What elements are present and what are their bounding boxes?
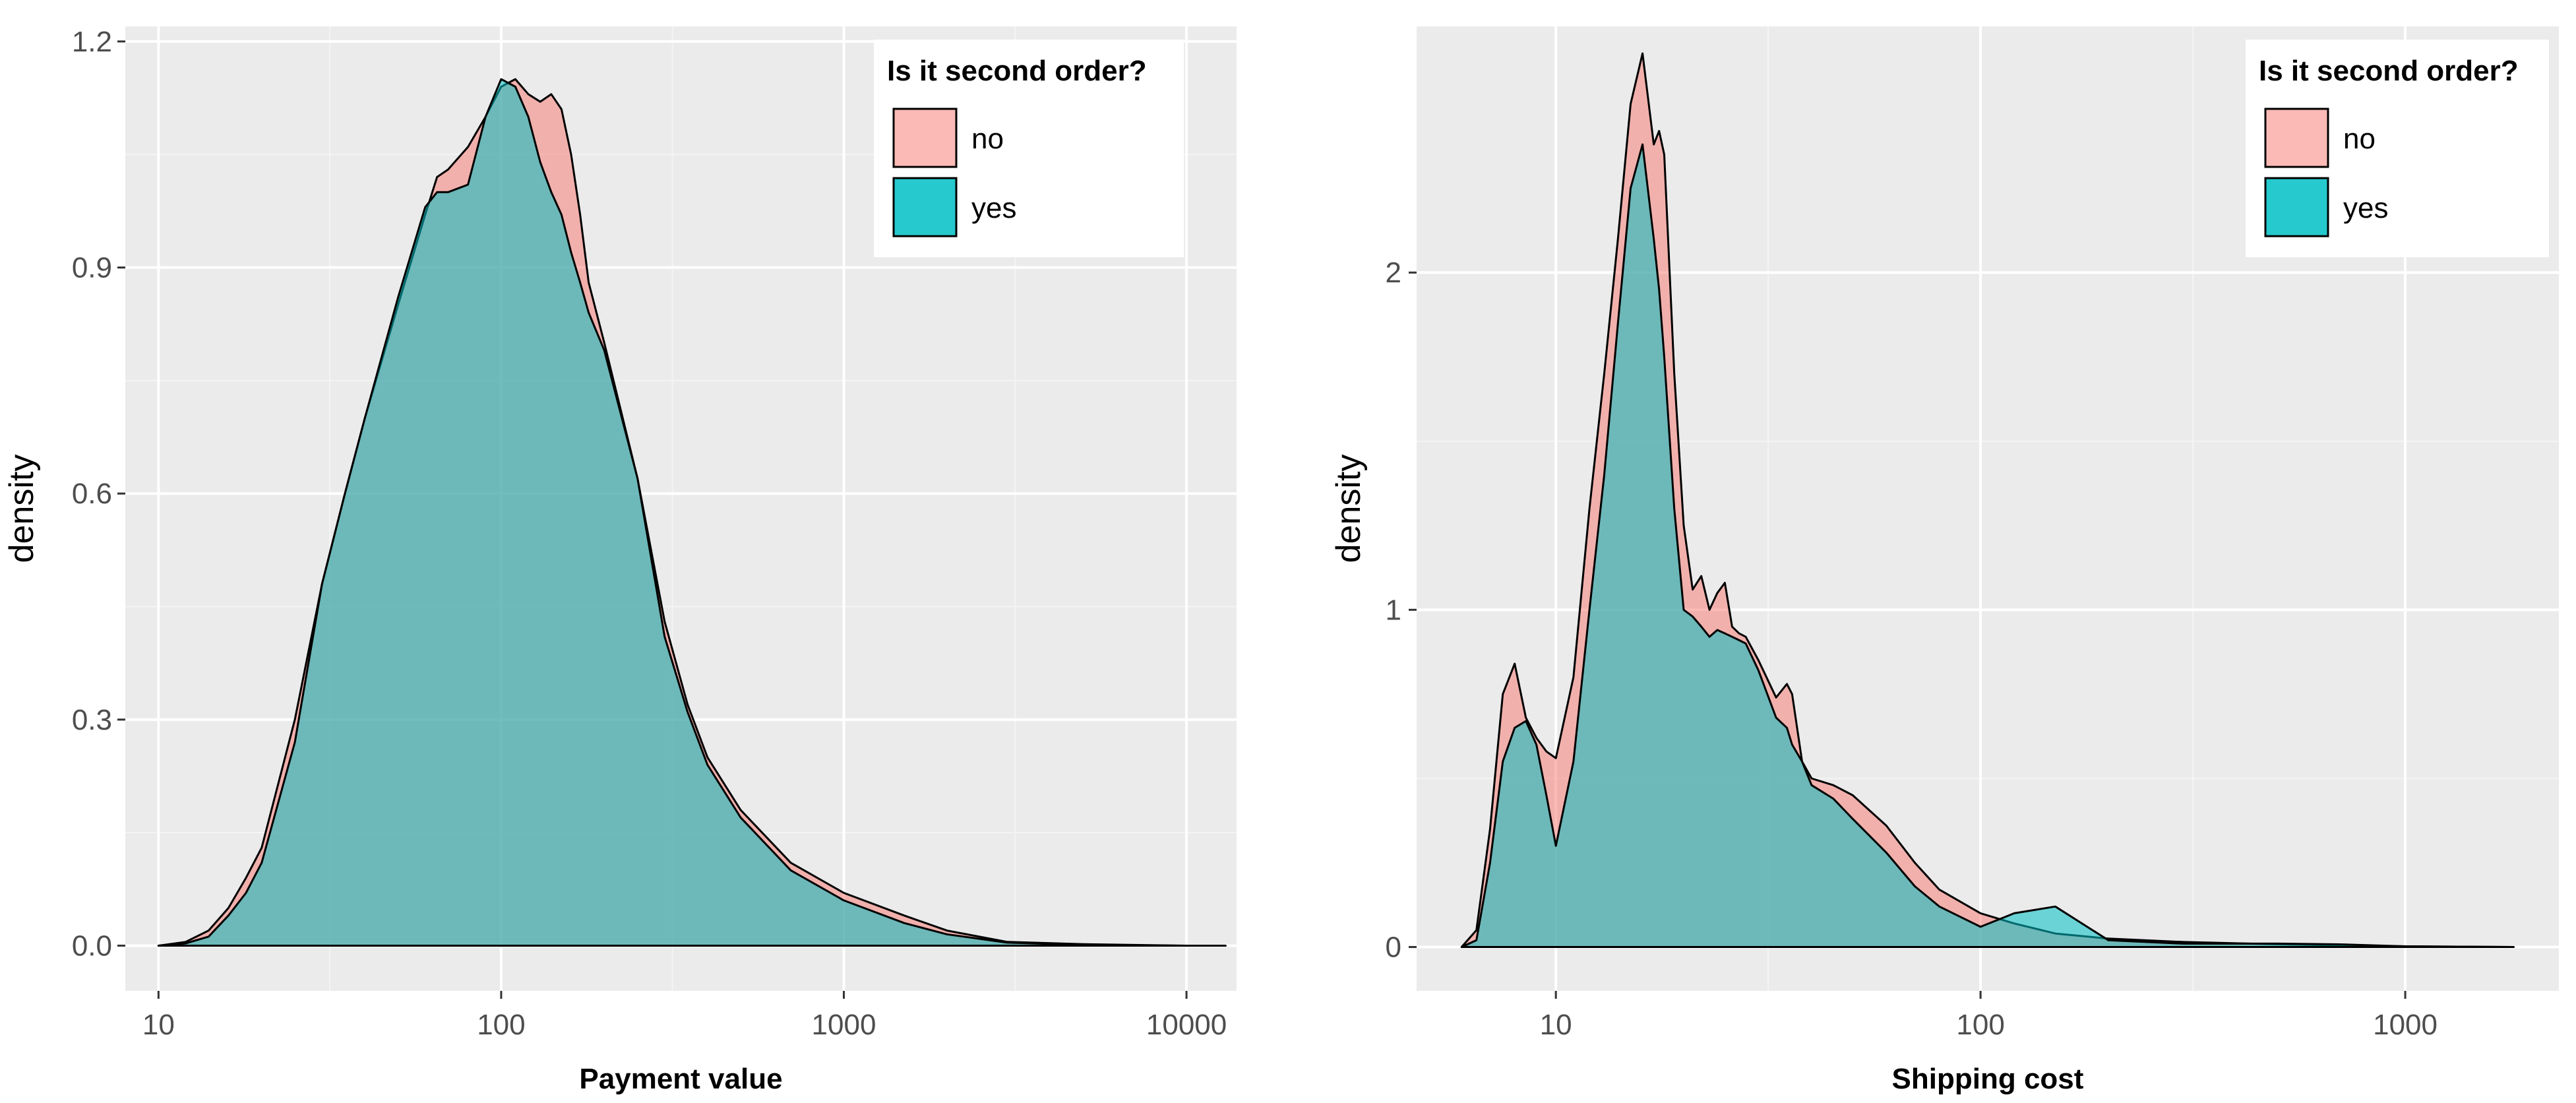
chart-shipping: 0 1 2 10 100 1000 Shipping cost density Is it se…: [1330, 26, 2559, 1095]
legend-label-yes: yes: [971, 192, 1016, 224]
legend-key-no: [2264, 108, 2329, 168]
x-tick-label: 100: [1956, 1009, 2004, 1041]
legend-title: Is it second order?: [2259, 55, 2519, 87]
y-tick-label: 0.9: [72, 252, 112, 284]
x-tick-label: 1000: [2373, 1009, 2438, 1041]
legend-label-no: no: [2343, 123, 2376, 155]
x-axis-title: Shipping cost: [1892, 1063, 2084, 1095]
x-axis-title: Payment value: [579, 1063, 782, 1095]
legend-title: Is it second order?: [887, 55, 1147, 87]
legend-label-no: no: [971, 123, 1004, 155]
chart-payment: 0.0 0.3 0.6 0.9 1.2 10 100 1000 10000 Payment val…: [3, 26, 1237, 1095]
y-tick-label: 0.0: [72, 930, 112, 962]
legend: Is it second order? no yes: [874, 40, 1184, 257]
y-tick-label: 0.3: [72, 704, 112, 736]
x-tick-label: 10: [1540, 1009, 1572, 1041]
x-tick-label: 10: [142, 1009, 175, 1041]
y-tick-label: 0.6: [72, 478, 112, 510]
x-tick-label: 10000: [1146, 1009, 1227, 1041]
y-tick-label: 1.2: [72, 26, 112, 58]
y-axis-title: density: [3, 455, 41, 563]
y-tick-label: 1: [1386, 594, 1401, 626]
legend-key-yes: [892, 177, 958, 237]
y-tick-label: 2: [1386, 257, 1401, 289]
density-area-yes: [1460, 143, 2515, 949]
legend: Is it second order? no yes: [2246, 40, 2549, 257]
y-axis-title: density: [1330, 455, 1368, 563]
legend-label-yes: yes: [2343, 192, 2388, 224]
x-tick-label: 1000: [812, 1009, 876, 1041]
y-tick-label: 0: [1386, 931, 1401, 964]
x-tick-label: 100: [477, 1009, 525, 1041]
legend-key-yes: [2264, 177, 2329, 237]
density-area-yes: [157, 78, 1227, 947]
legend-key-no: [892, 108, 958, 168]
